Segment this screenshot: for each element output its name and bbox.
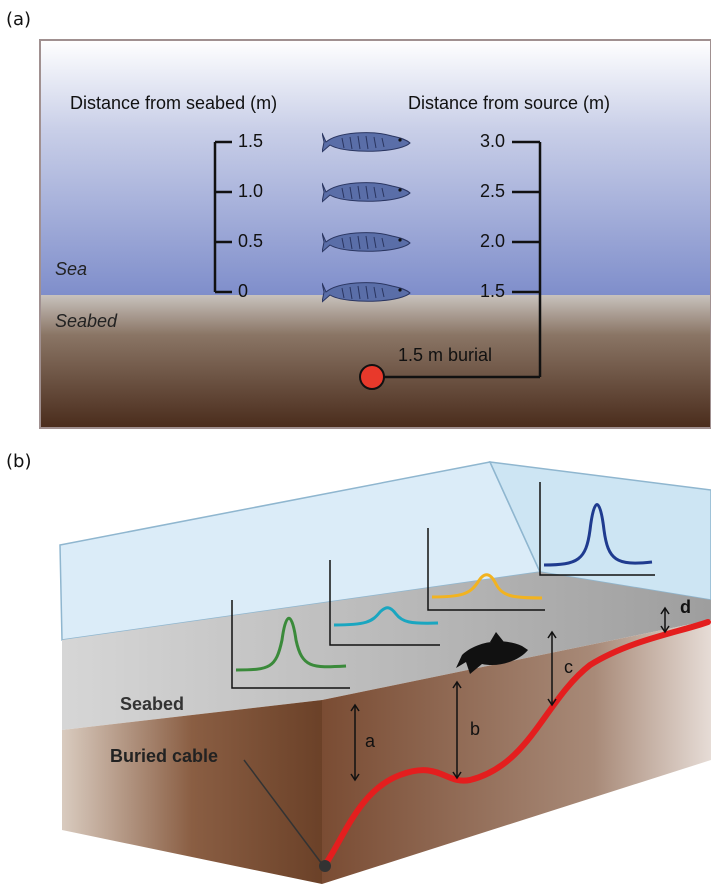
tick-label: 3.0 (480, 131, 505, 151)
distance-label: d (680, 597, 691, 617)
source (360, 365, 384, 389)
tick-label: 1.5 (238, 131, 263, 151)
distance-label: b (470, 719, 480, 739)
tick-label: 1.0 (238, 181, 263, 201)
seabed-label: Seabed (55, 311, 118, 331)
panel-label: (a) (6, 9, 31, 30)
tick-label: 0 (238, 281, 248, 301)
tick-label: 2.5 (480, 181, 505, 201)
seabed-label: Seabed (120, 694, 184, 714)
seabed-front (62, 700, 322, 884)
tick-label: 0.5 (238, 231, 263, 251)
sea (40, 40, 711, 295)
axis-title: Distance from seabed (m) (70, 93, 277, 113)
seabed (40, 295, 711, 428)
burial-label: 1.5 m burial (398, 345, 492, 365)
sea-label: Sea (55, 259, 87, 279)
axis-title: Distance from source (m) (408, 93, 610, 113)
cable-end (319, 860, 331, 872)
tick-label: 1.5 (480, 281, 505, 301)
distance-label: c (564, 657, 573, 677)
cable-label: Buried cable (110, 746, 218, 766)
panel-label: (b) (6, 451, 31, 472)
tick-label: 2.0 (480, 231, 505, 251)
distance-label: a (365, 731, 376, 751)
figure: (a) Distance from seabed (m) Distance fr… (0, 0, 711, 884)
